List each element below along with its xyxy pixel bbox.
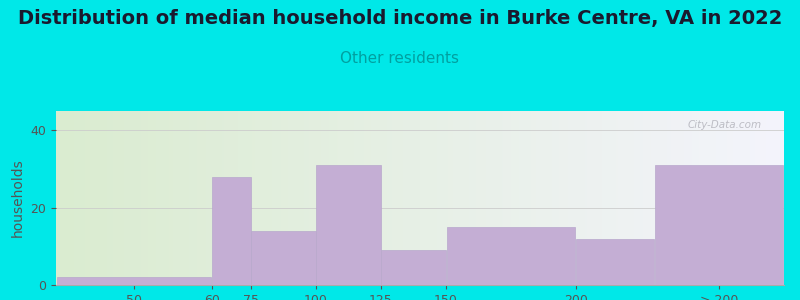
- Text: Distribution of median household income in Burke Centre, VA in 2022: Distribution of median household income …: [18, 9, 782, 28]
- Y-axis label: households: households: [11, 159, 25, 237]
- Bar: [446, 227, 575, 285]
- Bar: [382, 250, 446, 285]
- Bar: [57, 277, 211, 285]
- Text: Other residents: Other residents: [341, 51, 459, 66]
- Bar: [251, 231, 316, 285]
- Bar: [654, 165, 783, 285]
- Bar: [576, 238, 654, 285]
- Bar: [316, 165, 381, 285]
- Text: City-Data.com: City-Data.com: [688, 120, 762, 130]
- Bar: [212, 177, 251, 285]
